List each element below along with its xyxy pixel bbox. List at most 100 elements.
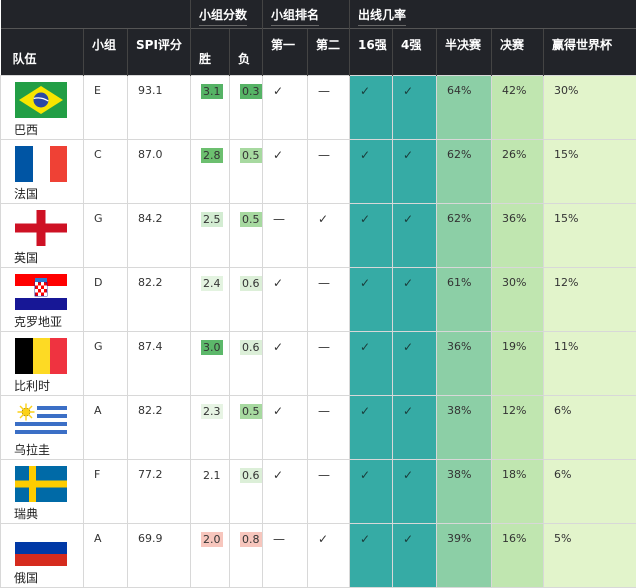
group-cell: D bbox=[84, 267, 128, 331]
group-cell: A bbox=[84, 523, 128, 587]
team-cell: 比利时 bbox=[1, 331, 84, 395]
win-cell: 2.0 bbox=[191, 523, 230, 587]
second-cell: — bbox=[308, 395, 350, 459]
champ-cell: 6% bbox=[544, 395, 636, 459]
team-cell: 克罗地亚 bbox=[1, 267, 84, 331]
loss-value: 0.8 bbox=[240, 532, 262, 547]
final-cell: 30% bbox=[492, 267, 544, 331]
qf-cell: ✓ bbox=[393, 203, 437, 267]
final-cell: 26% bbox=[492, 139, 544, 203]
win-cell: 3.1 bbox=[191, 75, 230, 139]
r16-cell: ✓ bbox=[350, 203, 393, 267]
champ-cell: 11% bbox=[544, 331, 636, 395]
qf-cell: ✓ bbox=[393, 523, 437, 587]
header-blank bbox=[128, 0, 191, 28]
header-qf[interactable]: 4强 bbox=[393, 28, 437, 75]
team-name: 克罗地亚 bbox=[14, 313, 62, 330]
team-name: 法国 bbox=[14, 185, 38, 202]
spi-cell: 84.2 bbox=[128, 203, 191, 267]
header-champ[interactable]: 赢得世界杯 bbox=[544, 28, 636, 75]
win-cell: 2.8 bbox=[191, 139, 230, 203]
second-cell: — bbox=[308, 459, 350, 523]
group-cell: E bbox=[84, 75, 128, 139]
team-name: 比利时 bbox=[14, 377, 50, 394]
header-second[interactable]: 第二 bbox=[308, 28, 350, 75]
win-value: 3.0 bbox=[201, 340, 223, 355]
sf-cell: 64% bbox=[437, 75, 492, 139]
header-blank bbox=[84, 0, 128, 28]
r16-cell: ✓ bbox=[350, 267, 393, 331]
spi-cell: 87.4 bbox=[128, 331, 191, 395]
r16-cell: ✓ bbox=[350, 459, 393, 523]
header-team[interactable]: 队伍 bbox=[1, 28, 84, 75]
loss-cell: 0.6 bbox=[230, 459, 263, 523]
header-first[interactable]: 第一 bbox=[263, 28, 308, 75]
group-cell: A bbox=[84, 395, 128, 459]
loss-cell: 0.8 bbox=[230, 523, 263, 587]
win-cell: 2.5 bbox=[191, 203, 230, 267]
loss-value: 0.5 bbox=[240, 404, 262, 419]
header-advance-prob: 出线几率 bbox=[350, 0, 636, 28]
belgium-flag-icon bbox=[15, 338, 67, 374]
loss-cell: 0.5 bbox=[230, 203, 263, 267]
qf-cell: ✓ bbox=[393, 267, 437, 331]
second-cell: ✓ bbox=[308, 523, 350, 587]
first-cell: ✓ bbox=[263, 75, 308, 139]
sf-cell: 62% bbox=[437, 203, 492, 267]
second-cell: ✓ bbox=[308, 203, 350, 267]
qf-cell: ✓ bbox=[393, 75, 437, 139]
loss-cell: 0.5 bbox=[230, 139, 263, 203]
champ-cell: 6% bbox=[544, 459, 636, 523]
team-cell: 乌拉圭 bbox=[1, 395, 84, 459]
team-cell: 巴西 bbox=[1, 75, 84, 139]
first-cell: ✓ bbox=[263, 395, 308, 459]
qf-cell: ✓ bbox=[393, 459, 437, 523]
header-spi[interactable]: SPI评分 bbox=[128, 28, 191, 75]
first-cell: — bbox=[263, 523, 308, 587]
loss-value: 0.6 bbox=[240, 276, 262, 291]
sf-cell: 38% bbox=[437, 395, 492, 459]
loss-cell: 0.6 bbox=[230, 331, 263, 395]
header-loss[interactable]: 负 bbox=[230, 28, 263, 75]
r16-cell: ✓ bbox=[350, 331, 393, 395]
france-flag-icon bbox=[15, 146, 67, 182]
team-cell: 俄国 bbox=[1, 523, 84, 587]
brazil-flag-icon bbox=[15, 82, 67, 118]
final-cell: 16% bbox=[492, 523, 544, 587]
win-value: 2.3 bbox=[201, 404, 223, 419]
r16-cell: ✓ bbox=[350, 75, 393, 139]
sf-cell: 62% bbox=[437, 139, 492, 203]
sf-cell: 36% bbox=[437, 331, 492, 395]
qf-cell: ✓ bbox=[393, 395, 437, 459]
team-name: 巴西 bbox=[14, 121, 38, 138]
final-cell: 18% bbox=[492, 459, 544, 523]
champ-cell: 15% bbox=[544, 203, 636, 267]
win-value: 2.0 bbox=[201, 532, 223, 547]
header-sf[interactable]: 半决赛 bbox=[437, 28, 492, 75]
header-group[interactable]: 小组 bbox=[84, 28, 128, 75]
team-name: 英国 bbox=[14, 249, 38, 266]
header-r16[interactable]: 16强 bbox=[350, 28, 393, 75]
champ-cell: 12% bbox=[544, 267, 636, 331]
r16-cell: ✓ bbox=[350, 523, 393, 587]
team-cell: 瑞典 bbox=[1, 459, 84, 523]
win-cell: 3.0 bbox=[191, 331, 230, 395]
spi-cell: 82.2 bbox=[128, 267, 191, 331]
first-cell: ✓ bbox=[263, 331, 308, 395]
uruguay-flag-icon bbox=[15, 402, 67, 438]
loss-value: 0.6 bbox=[240, 340, 262, 355]
champ-cell: 5% bbox=[544, 523, 636, 587]
win-value: 2.5 bbox=[201, 212, 223, 227]
spi-cell: 93.1 bbox=[128, 75, 191, 139]
loss-value: 0.3 bbox=[240, 84, 262, 99]
header-final[interactable]: 决赛 bbox=[492, 28, 544, 75]
sf-cell: 39% bbox=[437, 523, 492, 587]
final-cell: 36% bbox=[492, 203, 544, 267]
header-win[interactable]: 胜 bbox=[191, 28, 230, 75]
